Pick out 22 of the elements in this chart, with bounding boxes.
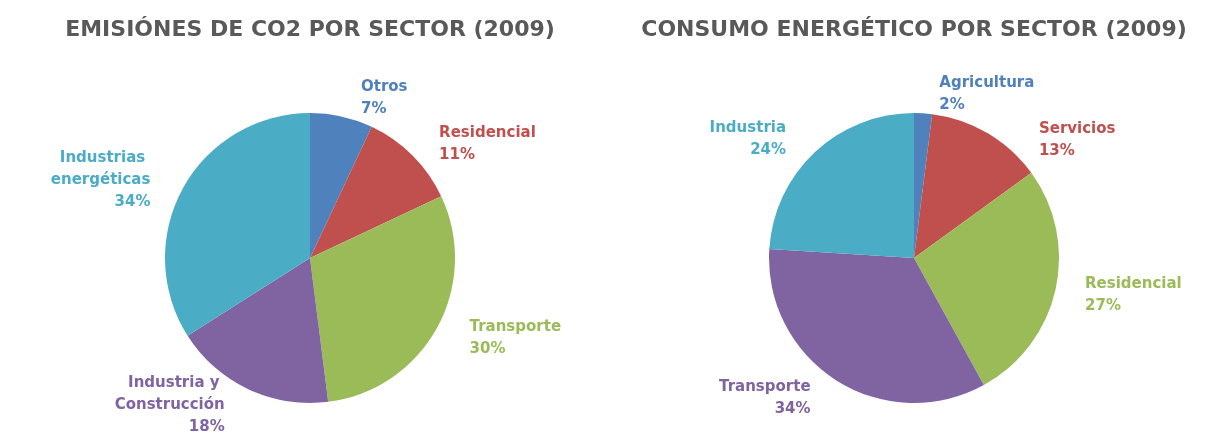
chart-title: CONSUMO ENERGÉTICO POR SECTOR (2009)	[641, 15, 1187, 41]
data-label: 11%	[439, 144, 476, 163]
data-label: 30%	[469, 339, 506, 358]
slice-label: Industria y Construcción	[114, 373, 225, 413]
data-label: 18%	[188, 417, 225, 435]
slice-label: Residencial	[439, 122, 536, 141]
slice-label: Agricultura	[939, 73, 1035, 92]
data-label: 34%	[774, 399, 811, 418]
slice-label: Servicios	[1038, 119, 1116, 138]
data-label: 13%	[1038, 141, 1075, 160]
data-label: 27%	[1085, 295, 1121, 314]
slice-label: Transporte	[719, 377, 811, 396]
data-label: 24%	[750, 139, 787, 158]
slice-label: Otros	[360, 76, 408, 95]
data-label: 2%	[939, 95, 965, 114]
chart-title: EMISIÓNES DE CO2 POR SECTOR (2009)	[65, 15, 555, 41]
slice-label: Transporte	[469, 317, 562, 336]
slice-label: Industrias energéticas	[50, 147, 151, 188]
data-label: 7%	[360, 98, 387, 117]
slice-label: Residencial	[1085, 273, 1182, 292]
data-label: 34%	[114, 191, 151, 210]
slice-label: Industria	[709, 117, 787, 136]
